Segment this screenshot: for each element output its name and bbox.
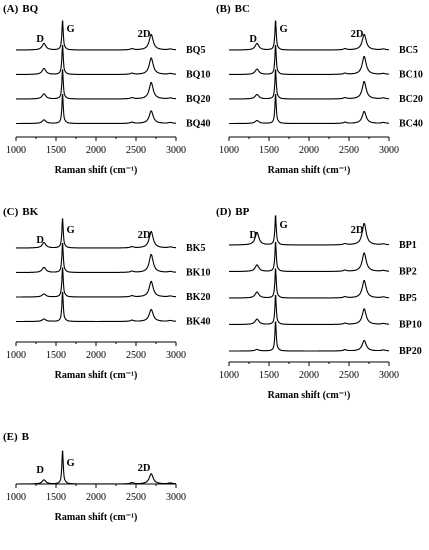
series-label: BK10	[186, 268, 210, 279]
x-tick-label: 2000	[86, 145, 106, 156]
x-tick-label: 3000	[166, 492, 186, 503]
x-tick-label: 3000	[166, 350, 186, 361]
series-label: BC5	[399, 45, 418, 56]
series-label: BC40	[399, 119, 423, 130]
spectrum-line-bk40	[16, 291, 176, 323]
panel-title: (D) BP	[216, 206, 250, 218]
series-label: BK5	[186, 243, 205, 254]
series-label: BP1	[399, 240, 417, 251]
series-label: BC20	[399, 94, 423, 105]
x-tick-label: 1000	[6, 145, 26, 156]
x-tick-label: 2500	[126, 350, 146, 361]
spectrum-line-bc10	[228, 44, 389, 76]
x-tick-label: 2000	[299, 145, 319, 156]
x-axis-label: Raman shift (cm⁻¹)	[55, 165, 138, 176]
x-tick-label: 1000	[6, 350, 26, 361]
spectrum-line-bq5	[16, 20, 176, 51]
x-tick-label: 1000	[219, 370, 239, 381]
x-tick-label: 1500	[259, 370, 279, 381]
x-tick-label: 1500	[46, 492, 66, 503]
peak-label-g: G	[66, 225, 74, 236]
peak-label-d: D	[36, 34, 44, 45]
series-label: BQ5	[186, 45, 205, 56]
x-axis-label: Raman shift (cm⁻¹)	[55, 370, 138, 381]
panel-letter: (E)	[3, 431, 18, 443]
panel-letter: (D)	[216, 206, 232, 218]
panel-name: BP	[235, 206, 249, 218]
series-label: BP20	[399, 346, 422, 357]
panel-name: BC	[235, 3, 250, 15]
panel-title: (B) BC	[216, 3, 250, 15]
panel-letter: (B)	[216, 3, 231, 15]
peak-label-2d: 2D	[351, 29, 364, 40]
panel-name: B	[22, 431, 30, 443]
x-axis-label: Raman shift (cm⁻¹)	[268, 390, 351, 401]
spectrum-line-bq40	[16, 93, 176, 125]
panel-letter: (C)	[3, 206, 19, 218]
panel-letter: (A)	[3, 3, 19, 15]
peak-label-d: D	[36, 235, 44, 246]
spectrum-line-bc40	[229, 93, 389, 125]
peak-label-2d: 2D	[138, 230, 151, 241]
x-tick-label: 3000	[379, 145, 399, 156]
series-label: BC10	[399, 70, 423, 81]
x-tick-label: 2500	[126, 492, 146, 503]
series-label: BQ10	[186, 70, 210, 81]
x-tick-label: 2500	[339, 370, 359, 381]
series-label: BP5	[399, 293, 417, 304]
x-tick-label: 2500	[126, 145, 146, 156]
x-tick-label: 1000	[219, 145, 239, 156]
x-tick-label: 1000	[6, 492, 26, 503]
peak-label-d: D	[249, 34, 257, 45]
spectrum-line-bc5	[229, 20, 389, 51]
peak-label-g: G	[66, 458, 74, 469]
panel-title: (C) BK	[3, 206, 39, 218]
series-label: BK20	[186, 292, 210, 303]
peak-label-g: G	[66, 24, 74, 35]
peak-label-g: G	[279, 220, 287, 231]
panel-name: BK	[22, 206, 38, 218]
spectrum-line-bp2	[229, 241, 389, 272]
series-label: BP2	[399, 267, 417, 278]
x-tick-label: 2000	[299, 370, 319, 381]
spectrum-line-bk5	[15, 218, 176, 249]
x-tick-label: 2000	[86, 492, 106, 503]
series-label: BQ40	[186, 119, 210, 130]
panel-title: (A) BQ	[3, 3, 39, 15]
x-tick-label: 3000	[166, 145, 186, 156]
panel-name: BQ	[22, 3, 38, 15]
x-tick-label: 1500	[46, 350, 66, 361]
spectrum-line-bp20	[229, 321, 390, 352]
x-tick-label: 2500	[339, 145, 359, 156]
x-tick-label: 1500	[259, 145, 279, 156]
peak-label-d: D	[249, 230, 257, 241]
spectrum-line-bq10	[16, 44, 176, 75]
spectrum-line-bp5	[229, 268, 389, 299]
peak-label-g: G	[279, 24, 287, 35]
spectrum-line-bk20	[16, 267, 176, 298]
series-label: BQ20	[186, 94, 210, 105]
peak-label-2d: 2D	[138, 463, 151, 474]
x-tick-label: 2000	[86, 350, 106, 361]
x-tick-label: 3000	[379, 370, 399, 381]
spectrum-line-bp1	[229, 215, 390, 246]
spectrum-line-bq20	[16, 69, 176, 100]
panel-title: (E) B	[3, 431, 30, 443]
peak-label-2d: 2D	[351, 225, 364, 236]
x-axis-label: Raman shift (cm⁻¹)	[268, 165, 351, 176]
spectrum-line-bc20	[229, 69, 389, 100]
peak-label-d: D	[36, 465, 44, 476]
series-label: BK40	[186, 317, 210, 328]
peak-label-2d: 2D	[138, 29, 151, 40]
x-tick-label: 1500	[46, 145, 66, 156]
x-axis-label: Raman shift (cm⁻¹)	[55, 512, 138, 523]
series-label: BP10	[399, 320, 422, 331]
spectrum-line-bk10	[16, 242, 176, 274]
spectrum-line-bp10	[229, 294, 389, 326]
